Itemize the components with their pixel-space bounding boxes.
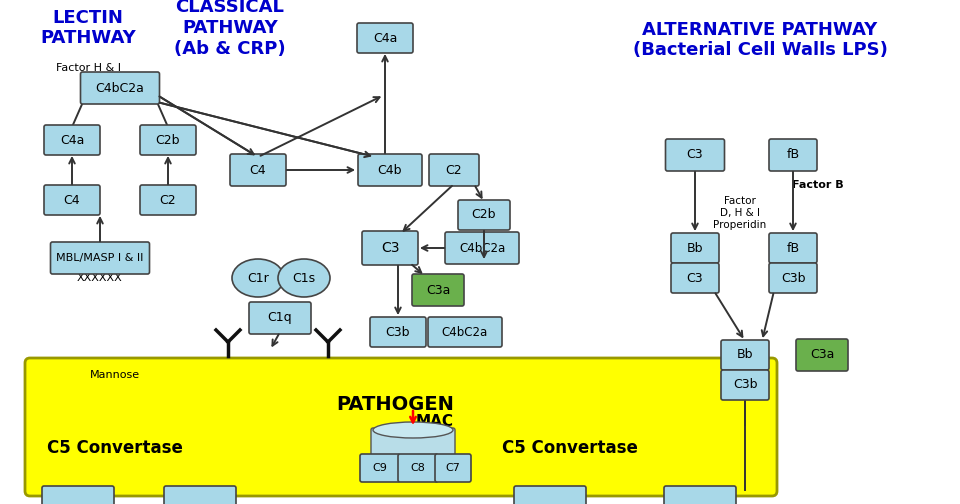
Text: LECTIN
PATHWAY: LECTIN PATHWAY [40, 9, 136, 47]
FancyBboxPatch shape [51, 242, 150, 274]
Ellipse shape [278, 259, 330, 297]
FancyBboxPatch shape [357, 23, 413, 53]
Text: C7: C7 [445, 463, 461, 473]
Text: C5 Convertase: C5 Convertase [47, 439, 183, 457]
Text: C9: C9 [372, 463, 388, 473]
FancyBboxPatch shape [458, 200, 510, 230]
Text: C8: C8 [411, 463, 425, 473]
FancyBboxPatch shape [429, 154, 479, 186]
Text: C5 Convertase: C5 Convertase [502, 439, 638, 457]
FancyBboxPatch shape [665, 139, 725, 171]
Text: C2: C2 [445, 163, 463, 176]
FancyBboxPatch shape [44, 185, 100, 215]
Text: C4: C4 [250, 163, 266, 176]
FancyBboxPatch shape [81, 72, 159, 104]
Text: C3: C3 [381, 241, 399, 255]
FancyBboxPatch shape [140, 125, 196, 155]
Text: C3a: C3a [426, 283, 450, 296]
FancyBboxPatch shape [25, 358, 777, 496]
Text: C4bC2a: C4bC2a [459, 241, 505, 255]
FancyBboxPatch shape [362, 231, 418, 265]
FancyBboxPatch shape [398, 454, 438, 482]
Text: C3: C3 [686, 149, 704, 161]
FancyBboxPatch shape [44, 125, 100, 155]
Text: MBL/MASP I & II: MBL/MASP I & II [57, 253, 144, 263]
Text: CLASSICAL
PATHWAY
(Ab & CRP): CLASSICAL PATHWAY (Ab & CRP) [174, 0, 286, 58]
Text: C4a: C4a [60, 134, 84, 147]
Text: XXXXXX: XXXXXX [77, 273, 123, 283]
FancyBboxPatch shape [721, 370, 769, 400]
FancyBboxPatch shape [42, 486, 114, 504]
Text: MAC: MAC [416, 414, 454, 429]
FancyBboxPatch shape [358, 154, 422, 186]
FancyBboxPatch shape [230, 154, 286, 186]
Text: C1s: C1s [293, 272, 316, 284]
FancyBboxPatch shape [445, 232, 519, 264]
Text: C4bC2a: C4bC2a [96, 82, 144, 95]
Text: C4a: C4a [372, 31, 397, 44]
FancyBboxPatch shape [514, 486, 586, 504]
Text: ALTERNATIVE PATHWAY
(Bacterial Cell Walls LPS): ALTERNATIVE PATHWAY (Bacterial Cell Wall… [633, 21, 887, 59]
Text: C2: C2 [159, 194, 177, 207]
FancyBboxPatch shape [360, 454, 400, 482]
Text: C2b: C2b [471, 209, 496, 221]
FancyBboxPatch shape [140, 185, 196, 215]
FancyBboxPatch shape [435, 454, 471, 482]
Text: fB: fB [786, 241, 800, 255]
Text: Bb: Bb [736, 348, 754, 361]
Text: C3: C3 [686, 272, 704, 284]
Text: Factor H & I: Factor H & I [56, 63, 121, 73]
Text: C4: C4 [63, 194, 81, 207]
Text: Factor
D, H & I
Properidin: Factor D, H & I Properidin [713, 197, 767, 230]
FancyBboxPatch shape [664, 486, 736, 504]
Text: C3b: C3b [386, 326, 410, 339]
FancyBboxPatch shape [671, 263, 719, 293]
Text: C3a: C3a [810, 348, 834, 361]
Ellipse shape [373, 422, 453, 438]
Text: C1q: C1q [268, 311, 292, 325]
FancyBboxPatch shape [249, 302, 311, 334]
Text: C2b: C2b [156, 134, 180, 147]
Ellipse shape [232, 259, 284, 297]
Text: C4bC2a: C4bC2a [442, 326, 488, 339]
Text: Mannose: Mannose [90, 370, 140, 380]
Text: Bb: Bb [686, 241, 704, 255]
FancyBboxPatch shape [796, 339, 848, 371]
Text: C3b: C3b [732, 379, 757, 392]
FancyBboxPatch shape [370, 317, 426, 347]
Text: C3b: C3b [780, 272, 805, 284]
FancyBboxPatch shape [428, 317, 502, 347]
FancyBboxPatch shape [769, 233, 817, 263]
FancyBboxPatch shape [412, 274, 464, 306]
FancyBboxPatch shape [164, 486, 236, 504]
FancyBboxPatch shape [769, 139, 817, 171]
FancyBboxPatch shape [671, 233, 719, 263]
Text: C4b: C4b [377, 163, 402, 176]
Text: fB: fB [786, 149, 800, 161]
FancyBboxPatch shape [769, 263, 817, 293]
Text: PATHOGEN: PATHOGEN [336, 396, 454, 414]
Text: C1r: C1r [247, 272, 269, 284]
FancyBboxPatch shape [371, 428, 455, 474]
Text: Factor B: Factor B [792, 180, 844, 190]
FancyBboxPatch shape [721, 340, 769, 370]
